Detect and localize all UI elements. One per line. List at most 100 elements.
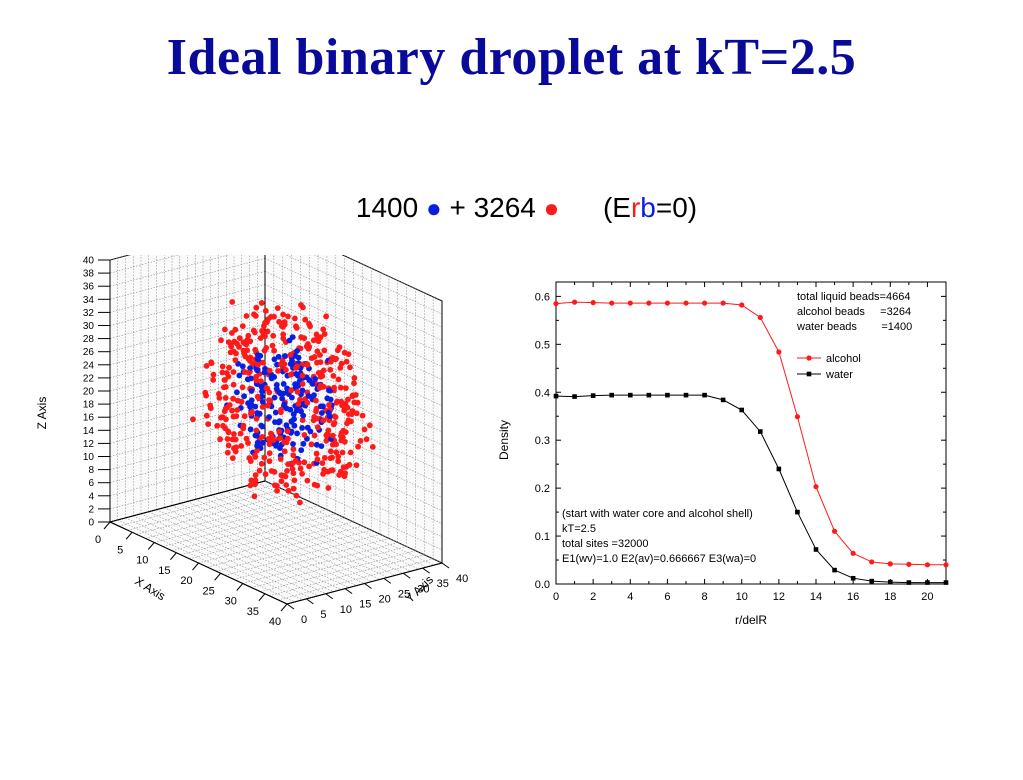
alcohol-point [683, 300, 689, 306]
alcohol-bead-point [225, 429, 232, 436]
alcohol-bead-point [294, 363, 300, 370]
alcohol-bead-point [252, 346, 259, 353]
erb-r: r [630, 192, 641, 223]
alcohol-bead-point [290, 485, 297, 492]
z-tick-label: 10 [83, 452, 95, 463]
alcohol-bead-point [281, 448, 288, 455]
water-point [887, 579, 893, 585]
y-tick-label: 0.3 [535, 435, 550, 447]
alcohol-bead-point [243, 313, 250, 319]
alcohol-bead-point [256, 467, 263, 474]
alcohol-bead-point [284, 428, 291, 435]
alcohol-bead-point [283, 482, 290, 488]
water-bead-point [281, 353, 288, 359]
alcohol-bead-point [336, 344, 343, 351]
water-bead-point [279, 395, 285, 402]
water-bead-point [280, 381, 287, 387]
z-tick-label: 36 [83, 282, 95, 293]
water-bead-point [299, 425, 305, 431]
alcohol-bead-point [244, 347, 251, 354]
alcohol-bead-point [300, 304, 306, 311]
alcohol-bead-point [313, 450, 320, 457]
water-point [590, 393, 596, 398]
water-bead-point [313, 441, 320, 448]
alcohol-bead-point [208, 359, 215, 366]
alcohol-bead-point [321, 331, 328, 337]
alcohol-bead-point [233, 413, 240, 420]
alcohol-bead-point [252, 472, 259, 478]
water-bead-point [254, 439, 261, 446]
water-point [832, 567, 837, 573]
water-bead-point [259, 399, 266, 405]
water-bead-point [241, 393, 248, 400]
alcohol-bead-point [223, 416, 229, 423]
alcohol-bead-point [314, 424, 321, 431]
alcohol-point [850, 550, 856, 556]
alcohol-bead-point [253, 373, 259, 380]
alcohol-bead-point [306, 320, 312, 327]
alcohol-bead-point [259, 434, 266, 440]
z-axis-label: Z Axis [35, 397, 49, 430]
alcohol-bead-point [351, 375, 358, 381]
info-line: total liquid beads=4664 [797, 291, 910, 303]
alcohol-bead-point [238, 399, 245, 405]
water-point [776, 466, 782, 472]
legend-marker-alcohol [806, 355, 812, 361]
alcohol-bead-point [337, 468, 344, 475]
alcohol-bead-point [287, 351, 294, 358]
alcohol-bead-point [238, 443, 245, 449]
alcohol-bead-point [306, 463, 312, 470]
z-tick-label: 12 [83, 439, 95, 450]
alcohol-bead-point [277, 435, 283, 441]
alcohol-bead-point [255, 361, 261, 368]
alcohol-bead-point [224, 449, 231, 456]
alcohol-bead-point [285, 313, 291, 320]
alcohol-bead-point [315, 338, 322, 345]
alcohol-bead-point [288, 387, 294, 394]
alcohol-bead-point [236, 335, 243, 342]
alcohol-bead-count: 3264 [473, 192, 536, 223]
alcohol-bead-point [297, 499, 303, 506]
alcohol-bead-point [229, 299, 236, 305]
alcohol-bead-point [313, 415, 320, 422]
water-bead-point [276, 389, 283, 396]
y-tick-label: 0.2 [535, 483, 550, 495]
water-bead-point [266, 414, 272, 420]
alcohol-bead-point [327, 455, 334, 462]
water-bead-point [291, 416, 297, 422]
x-tick-label: 15 [158, 565, 170, 577]
water-bead-point [275, 419, 282, 426]
alcohol-bead-point [223, 370, 230, 376]
alcohol-bead-point [347, 364, 353, 371]
alcohol-bead-point [262, 307, 269, 314]
water-point [665, 392, 670, 398]
y-tick-label: 40 [456, 573, 468, 585]
alcohol-bead-point [265, 316, 272, 322]
alcohol-bead-point [320, 471, 326, 477]
alcohol-bead-point [304, 399, 311, 406]
alcohol-bead-point [304, 477, 311, 484]
alcohol-bead-point [222, 425, 229, 432]
plus-sign: + [449, 192, 466, 223]
alcohol-bead-point [262, 471, 269, 478]
water-point [553, 393, 559, 399]
alcohol-bead-point [319, 460, 326, 466]
alcohol-bead-point [321, 347, 328, 354]
alcohol-bead-point [253, 427, 260, 434]
erb-open: (E [602, 192, 631, 223]
water-bead-point [318, 443, 325, 449]
water-series-line [555, 394, 946, 584]
alcohol-point [720, 300, 726, 306]
alcohol-bead-point [323, 432, 330, 439]
water-bead-point [247, 426, 254, 433]
alcohol-bead-point [231, 338, 238, 345]
alcohol-bead-point [274, 487, 280, 494]
alcohol-bead-point [266, 450, 273, 457]
alcohol-bead-point [260, 331, 267, 337]
alcohol-bead-point [248, 410, 254, 417]
water-bead-point [290, 411, 297, 418]
alcohol-bead-point [270, 332, 277, 339]
alcohol-bead-point [247, 338, 254, 345]
alcohol-bead-point [278, 361, 284, 368]
alcohol-bead-point [338, 430, 345, 436]
